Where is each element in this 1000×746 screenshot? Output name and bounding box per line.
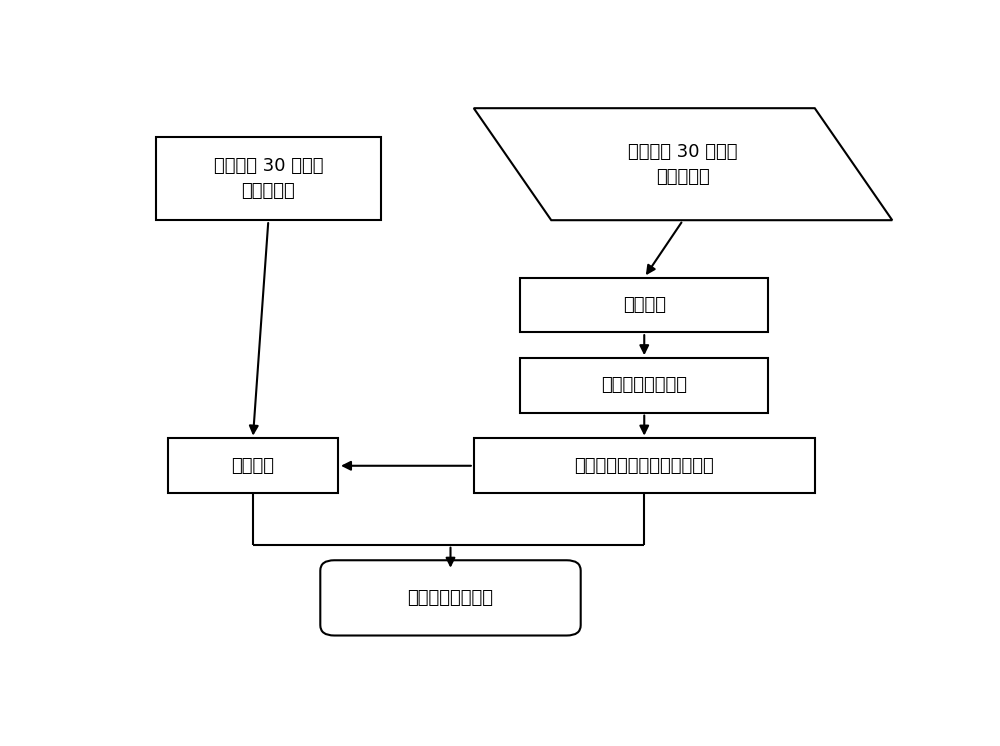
Polygon shape (474, 108, 892, 220)
Text: 几何校正: 几何校正 (231, 457, 274, 474)
Text: 研究区的 30 米分辨
率高程数据: 研究区的 30 米分辨 率高程数据 (214, 157, 323, 200)
FancyBboxPatch shape (156, 137, 381, 220)
Text: 研究区的 30 米分辨
率遥感影像: 研究区的 30 米分辨 率遥感影像 (628, 142, 738, 186)
Text: 形态学运算去除背景裸土区域: 形态学运算去除背景裸土区域 (574, 457, 714, 474)
FancyBboxPatch shape (520, 358, 768, 413)
FancyBboxPatch shape (520, 278, 768, 332)
FancyBboxPatch shape (320, 560, 581, 636)
Text: 去云处理: 去云处理 (623, 296, 666, 314)
FancyBboxPatch shape (474, 439, 815, 493)
FancyBboxPatch shape (168, 439, 338, 493)
Text: 计算显著性概率图: 计算显著性概率图 (601, 376, 687, 395)
Text: 生成滑坡提取结果: 生成滑坡提取结果 (408, 589, 494, 607)
